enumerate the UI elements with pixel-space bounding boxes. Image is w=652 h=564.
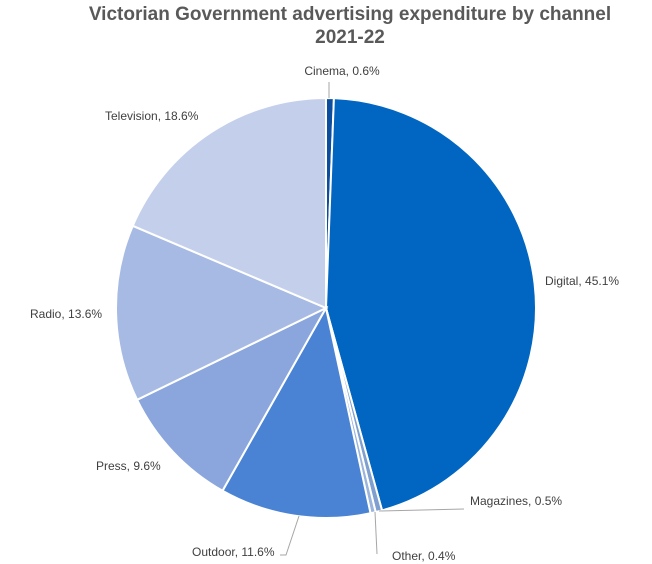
leader-lines — [280, 82, 465, 556]
slice-label-television: Television, 18.6% — [105, 109, 199, 123]
leader-line-magazines — [378, 508, 465, 512]
pie-slice-outdoor — [221, 305, 372, 519]
pie-slice-radio — [114, 224, 329, 402]
slice-label-magazines: Magazines, 0.5% — [470, 494, 562, 508]
slice-label-cinema: Cinema, 0.6% — [304, 64, 380, 78]
slice-label-press: Press, 9.6% — [96, 459, 161, 473]
chart-title: Victorian Government advertising expendi… — [89, 4, 611, 25]
chart-subtitle: 2021-22 — [315, 27, 385, 48]
pie-slice-digital — [324, 97, 537, 512]
pie-slice-press — [135, 305, 329, 493]
leader-line-other — [374, 511, 378, 555]
slice-labels: Cinema, 0.6% Digital, 45.1% Magazines, 0.5… — [30, 64, 619, 563]
slice-label-other: Other, 0.4% — [392, 549, 456, 563]
slice-label-outdoor: Outdoor, 11.6% — [192, 545, 275, 559]
slice-label-digital: Digital, 45.1% — [545, 274, 619, 288]
slice-label-radio: Radio, 13.6% — [30, 307, 102, 321]
pie-slice-television — [131, 96, 327, 310]
pie-slices — [114, 96, 537, 519]
leader-line-outdoor — [280, 515, 300, 556]
